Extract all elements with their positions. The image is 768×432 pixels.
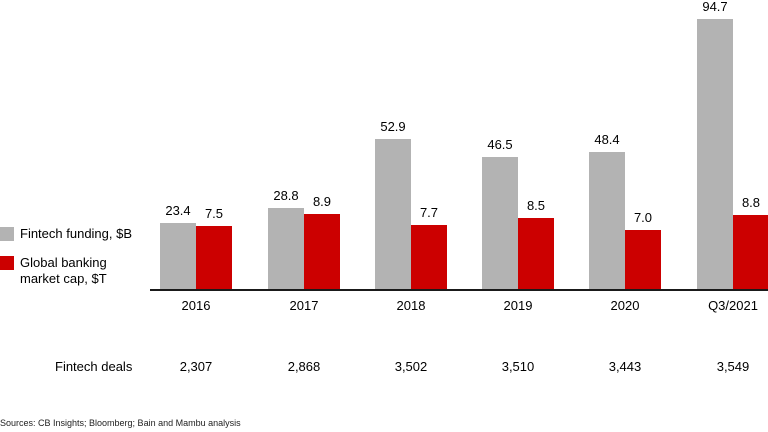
value-label-market-cap: 7.5 [204, 206, 224, 221]
value-label-funding: 46.5 [487, 137, 513, 152]
value-label-market-cap: 7.0 [633, 210, 653, 225]
deals-value: 3,443 [608, 359, 642, 374]
bar-market-cap [733, 215, 768, 290]
legend-swatch-funding [0, 227, 14, 241]
legend-item-market-cap: Global banking market cap, $T [0, 255, 107, 287]
deals-value: 3,510 [501, 359, 535, 374]
category-label: Q3/2021 [708, 298, 758, 313]
bar-market-cap [411, 225, 447, 290]
value-label-funding: 52.9 [380, 119, 406, 134]
legend-item-funding: Fintech funding, $B [0, 226, 132, 242]
bar-funding [697, 19, 733, 290]
category-label: 2020 [610, 298, 640, 313]
value-label-funding: 28.8 [273, 188, 299, 203]
legend-label-line2: market cap, $T [20, 271, 107, 286]
legend-swatch-market-cap [0, 256, 14, 270]
bar-market-cap [196, 226, 232, 290]
x-axis-line [150, 289, 768, 291]
bar-chart: 23.4 7.5 2016 28.8 8.9 2017 52.9 7.7 2018 46.5 8.5… [160, 0, 768, 313]
category-label: 2019 [503, 298, 533, 313]
value-label-market-cap: 8.8 [741, 195, 761, 210]
value-label-funding: 23.4 [165, 203, 191, 218]
category-label: 2017 [289, 298, 319, 313]
bar-funding [375, 139, 411, 290]
category-label: 2016 [181, 298, 211, 313]
deals-value: 3,549 [716, 359, 750, 374]
bar-funding [268, 208, 304, 290]
deals-value: 2,868 [287, 359, 321, 374]
legend-label-market-cap: Global banking market cap, $T [20, 255, 107, 287]
bar-funding [482, 157, 518, 290]
bar-funding [589, 152, 625, 290]
value-label-market-cap: 8.9 [312, 194, 332, 209]
legend-label-funding: Fintech funding, $B [20, 226, 133, 241]
value-label-market-cap: 8.5 [526, 198, 546, 213]
bar-market-cap [518, 218, 554, 290]
value-label-market-cap: 7.7 [419, 205, 439, 220]
value-label-funding: 48.4 [594, 132, 620, 147]
bar-funding [160, 223, 196, 290]
source-note: Sources: CB Insights; Bloomberg; Bain an… [0, 418, 241, 428]
value-label-funding: 94.7 [702, 0, 728, 14]
deals-value: 2,307 [179, 359, 213, 374]
bar-market-cap [304, 214, 340, 290]
category-label: 2018 [396, 298, 426, 313]
legend-label-line1: Global banking [20, 255, 107, 270]
deals-row-label: Fintech deals [55, 359, 133, 374]
bar-market-cap [625, 230, 661, 290]
deals-value: 3,502 [394, 359, 428, 374]
